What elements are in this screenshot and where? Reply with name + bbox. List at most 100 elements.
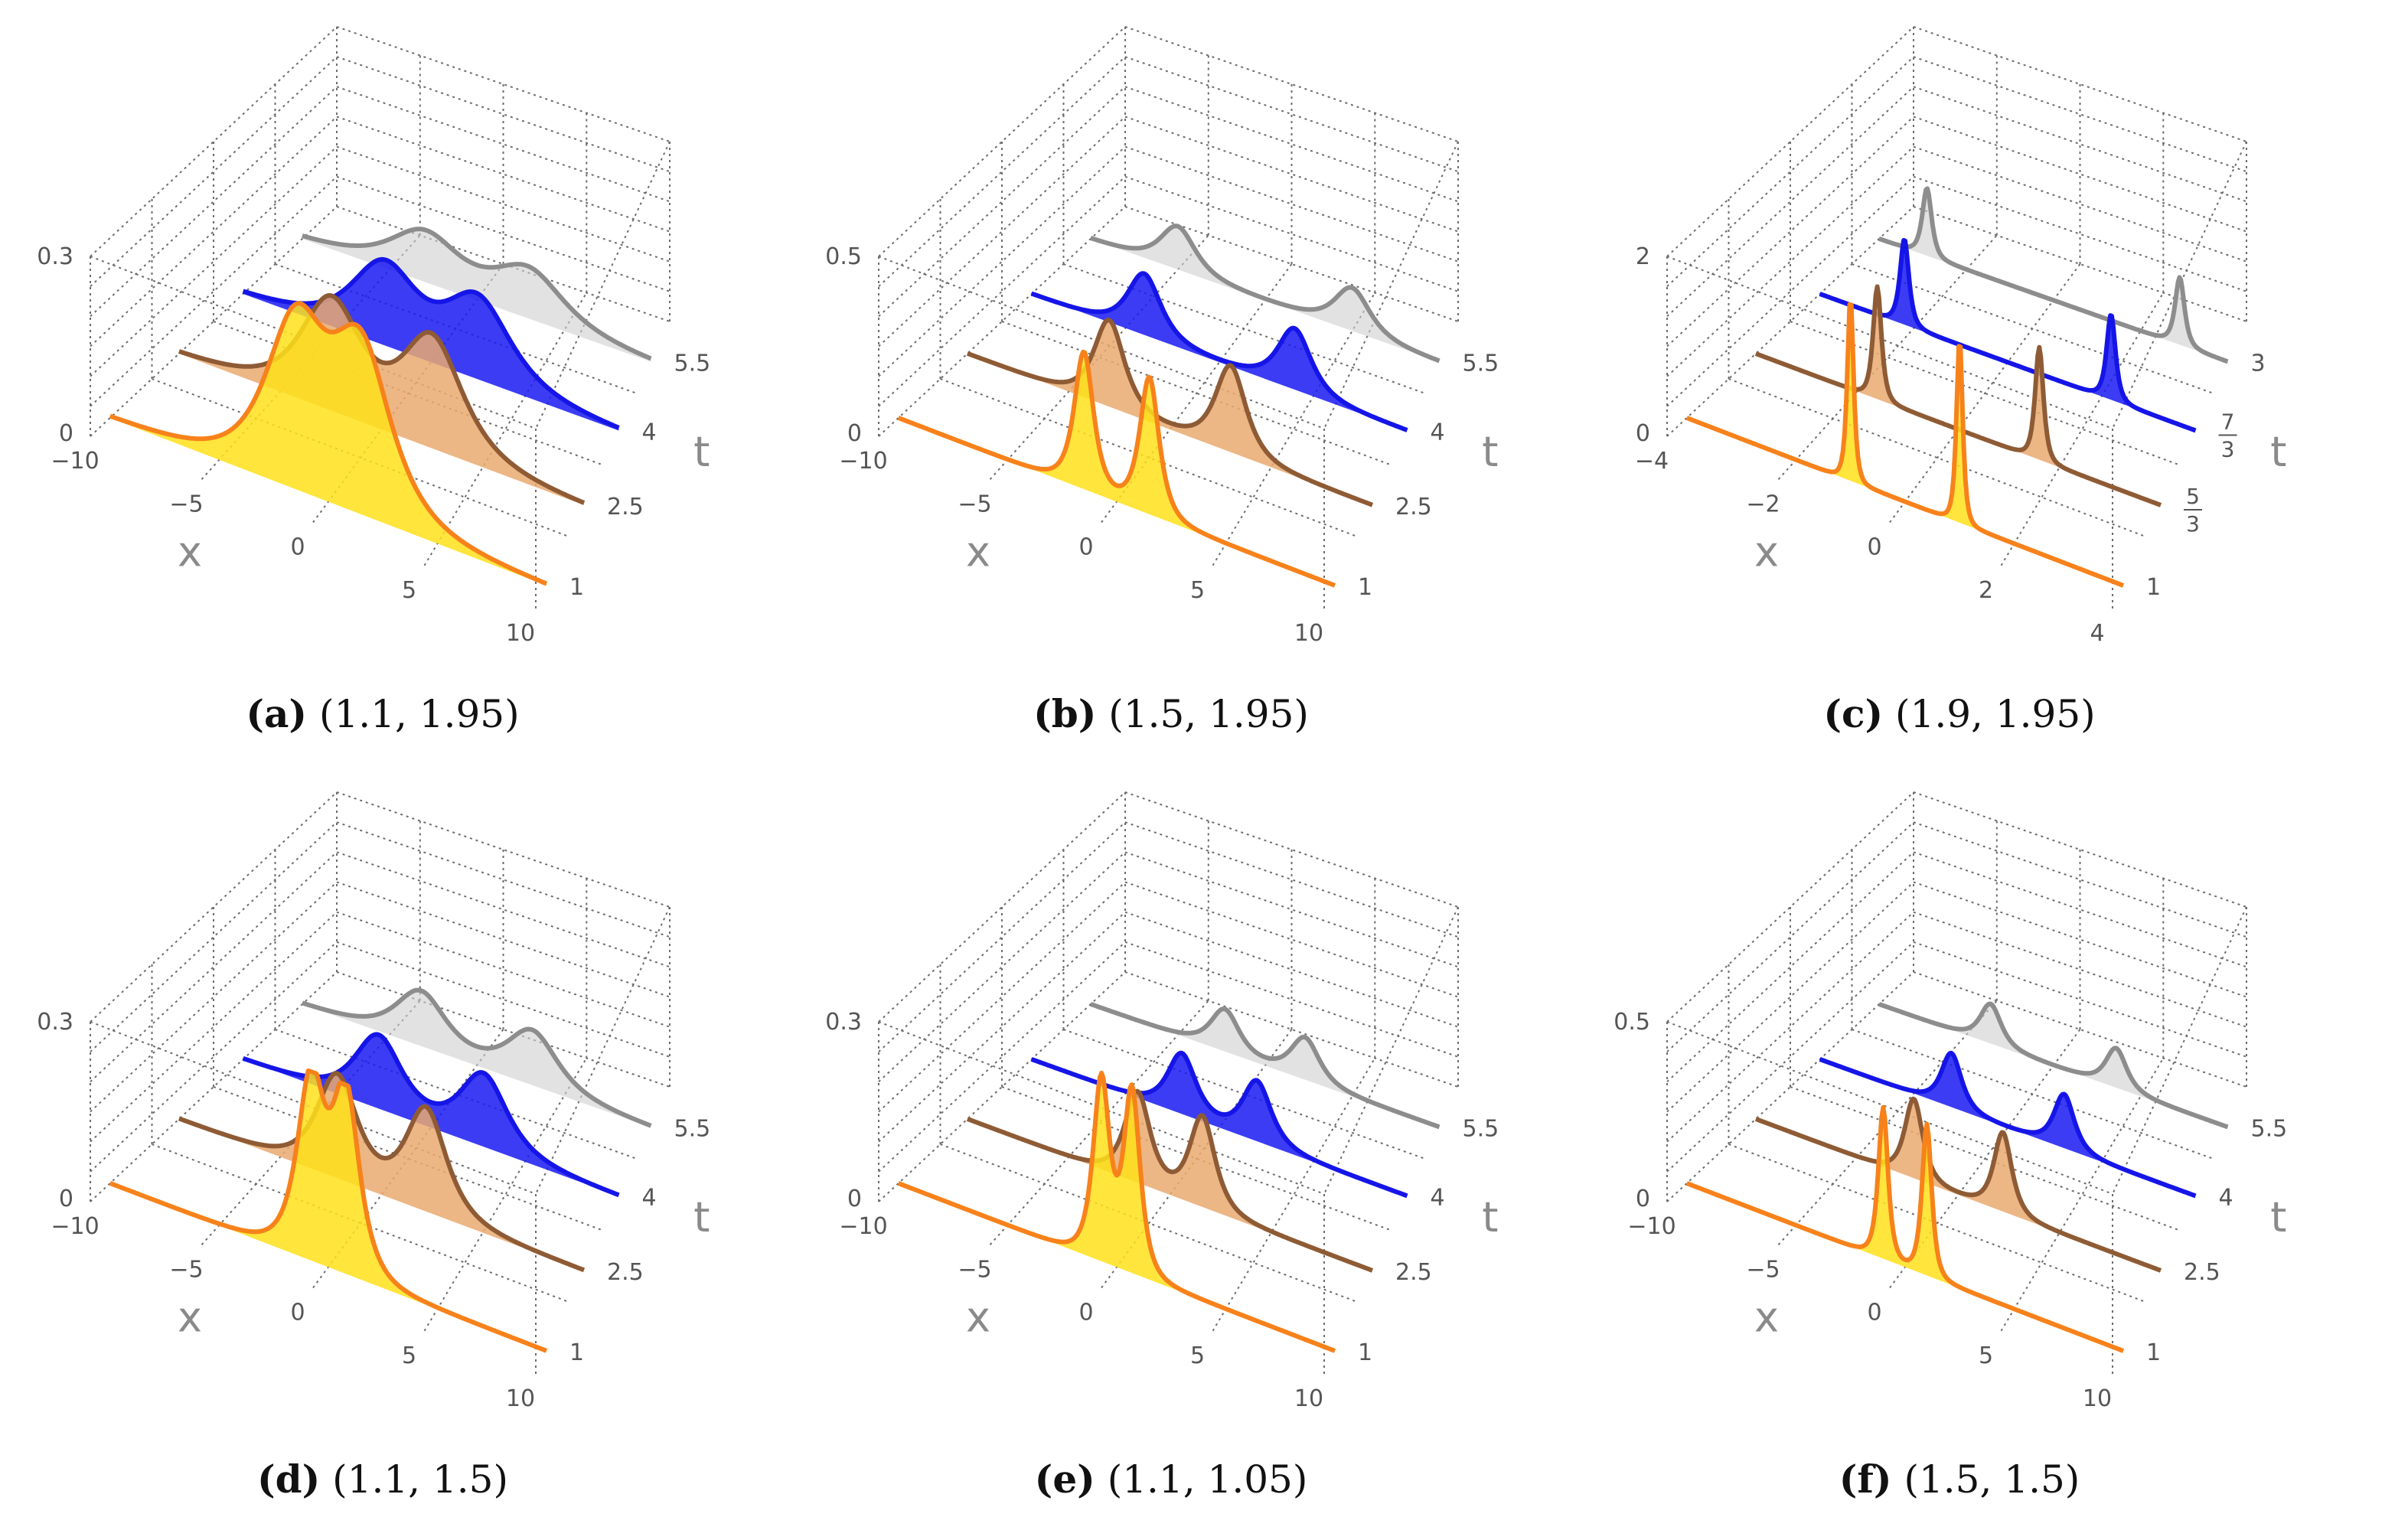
left-wall-level xyxy=(878,176,1126,407)
z-tick-label: 0 xyxy=(1636,1186,1650,1212)
x-tick-label: 5 xyxy=(1979,1342,1993,1369)
series-fill-d-t4 xyxy=(302,990,651,1127)
t-axis-label: t xyxy=(2270,428,2286,476)
left-wall-level xyxy=(878,881,1126,1113)
left-wall-level xyxy=(90,941,338,1173)
left-wall-level xyxy=(1666,86,1914,318)
t-axis-label: t xyxy=(1482,428,1498,476)
box-edge xyxy=(1666,971,1914,1202)
left-wall-level xyxy=(878,911,1126,1143)
x-tick-label: 5 xyxy=(402,1342,416,1369)
left-wall-level xyxy=(878,86,1126,318)
t-tick-label: 4 xyxy=(2219,1185,2233,1212)
t-tick-label: 5.5 xyxy=(1463,351,1499,377)
series-line-a-t4 xyxy=(301,227,652,361)
t-axis-label: t xyxy=(1482,1193,1498,1241)
x-tick-label: 10 xyxy=(506,1385,535,1412)
z-tick-label: 0.3 xyxy=(825,1009,862,1036)
caption-params: (1.1, 1.95) xyxy=(307,692,520,736)
x-tick-label: 5 xyxy=(1190,577,1205,604)
floor-grid-x xyxy=(423,1057,588,1332)
floor-grid-t xyxy=(152,378,570,538)
series-line-c-t3 xyxy=(1819,238,2197,433)
caption-params: (1.9, 1.95) xyxy=(1883,692,2096,736)
series-line-e-t2 xyxy=(966,1088,1373,1273)
x-axis-label: x xyxy=(966,1294,990,1342)
t-tick-label: 1 xyxy=(1358,574,1372,601)
x-tick-label: 10 xyxy=(1294,620,1323,647)
series-line-a-t1 xyxy=(109,301,548,586)
t-tick-label: 5.5 xyxy=(674,351,711,377)
floor-grid-t xyxy=(940,378,1359,538)
left-wall-level xyxy=(878,941,1126,1173)
left-wall-level xyxy=(878,116,1126,347)
caption-letter: (c) xyxy=(1823,691,1883,736)
t-tick-label: 5 xyxy=(2186,484,2200,509)
t-tick-label: 1 xyxy=(2146,574,2161,601)
box-edge xyxy=(2112,141,2247,429)
box-edge xyxy=(1666,26,1914,257)
series-line-d-t1 xyxy=(109,1068,548,1353)
z-tick-label: 0 xyxy=(59,1186,73,1212)
z-tick-label: 0.3 xyxy=(37,1009,73,1036)
caption-f: (f) (1.5, 1.5) xyxy=(1839,1457,2080,1502)
box-edge xyxy=(1666,206,1914,437)
t-tick-label: 3 xyxy=(2186,511,2200,537)
left-wall-level xyxy=(1666,941,1914,1173)
t-tick-label: 4 xyxy=(1431,1185,1445,1212)
z-tick-label: 2 xyxy=(1636,243,1650,270)
left-wall-level xyxy=(878,821,1126,1052)
t-tick-label: 1 xyxy=(569,574,584,601)
floor-grid-t xyxy=(1852,1029,2214,1160)
floor-grid-x xyxy=(2000,292,2165,566)
t-tick-label: 5.5 xyxy=(2251,1116,2288,1143)
x-tick-label: −2 xyxy=(1746,491,1780,517)
series-line-b-t1 xyxy=(897,349,1336,588)
box-edge xyxy=(2112,906,2247,1195)
series-line-e-t1 xyxy=(897,1070,1336,1353)
x-tick-label: 0 xyxy=(1867,1300,1881,1326)
x-tick-label: −4 xyxy=(1635,448,1669,475)
series-fill-a-t1 xyxy=(109,303,547,586)
series-line-a-t3 xyxy=(242,256,620,430)
x-tick-label: −10 xyxy=(51,448,99,475)
t-ticks-d: 1 2.5 4 5.5 xyxy=(569,1116,710,1367)
box-edge xyxy=(878,206,1126,437)
left-wall-level xyxy=(1666,851,1914,1083)
box-edge xyxy=(878,791,1126,1023)
x-tick-label: 10 xyxy=(506,620,535,647)
caption-params: (1.5, 1.5) xyxy=(1892,1457,2080,1502)
z-tick-label: 0.3 xyxy=(37,243,73,270)
x-ticks-b: −10 −5 0 5 10 xyxy=(839,448,1323,647)
caption-e: (e) (1.1, 1.05) xyxy=(1035,1457,1308,1502)
box-edge xyxy=(535,906,671,1195)
box-edge xyxy=(1666,791,1914,1023)
z-ticks-a: 00.3 xyxy=(37,243,73,447)
x-axis-label: x xyxy=(1754,1294,1779,1342)
box-edge xyxy=(535,141,671,429)
t-ticks-b: 1 2.5 4 5.5 xyxy=(1358,351,1499,602)
floor-grid-t xyxy=(1001,321,1392,466)
x-ticks-e: −10 −5 0 5 10 xyxy=(839,1213,1323,1412)
t-axis-label: t xyxy=(693,428,710,476)
box-edge xyxy=(90,206,338,437)
box-edge xyxy=(1323,906,1459,1195)
series-line-f-t3 xyxy=(1819,1050,2197,1199)
series-fill-d-t2 xyxy=(178,1073,584,1271)
x-ticks-f: −10 −5 0 5 10 xyxy=(1627,1213,2112,1412)
x-tick-label: 4 xyxy=(2090,620,2104,647)
left-wall-level xyxy=(1666,145,1914,377)
series-line-a-t2 xyxy=(178,293,586,505)
x-axis-label: x xyxy=(178,528,202,576)
floor-grid-t xyxy=(213,1086,603,1232)
x-tick-label: −10 xyxy=(839,448,887,475)
t-tick-label: 7 xyxy=(2221,409,2235,435)
x-tick-label: 0 xyxy=(1078,1300,1093,1326)
left-wall-level xyxy=(1666,176,1914,407)
x-tick-label: −5 xyxy=(958,1256,991,1283)
